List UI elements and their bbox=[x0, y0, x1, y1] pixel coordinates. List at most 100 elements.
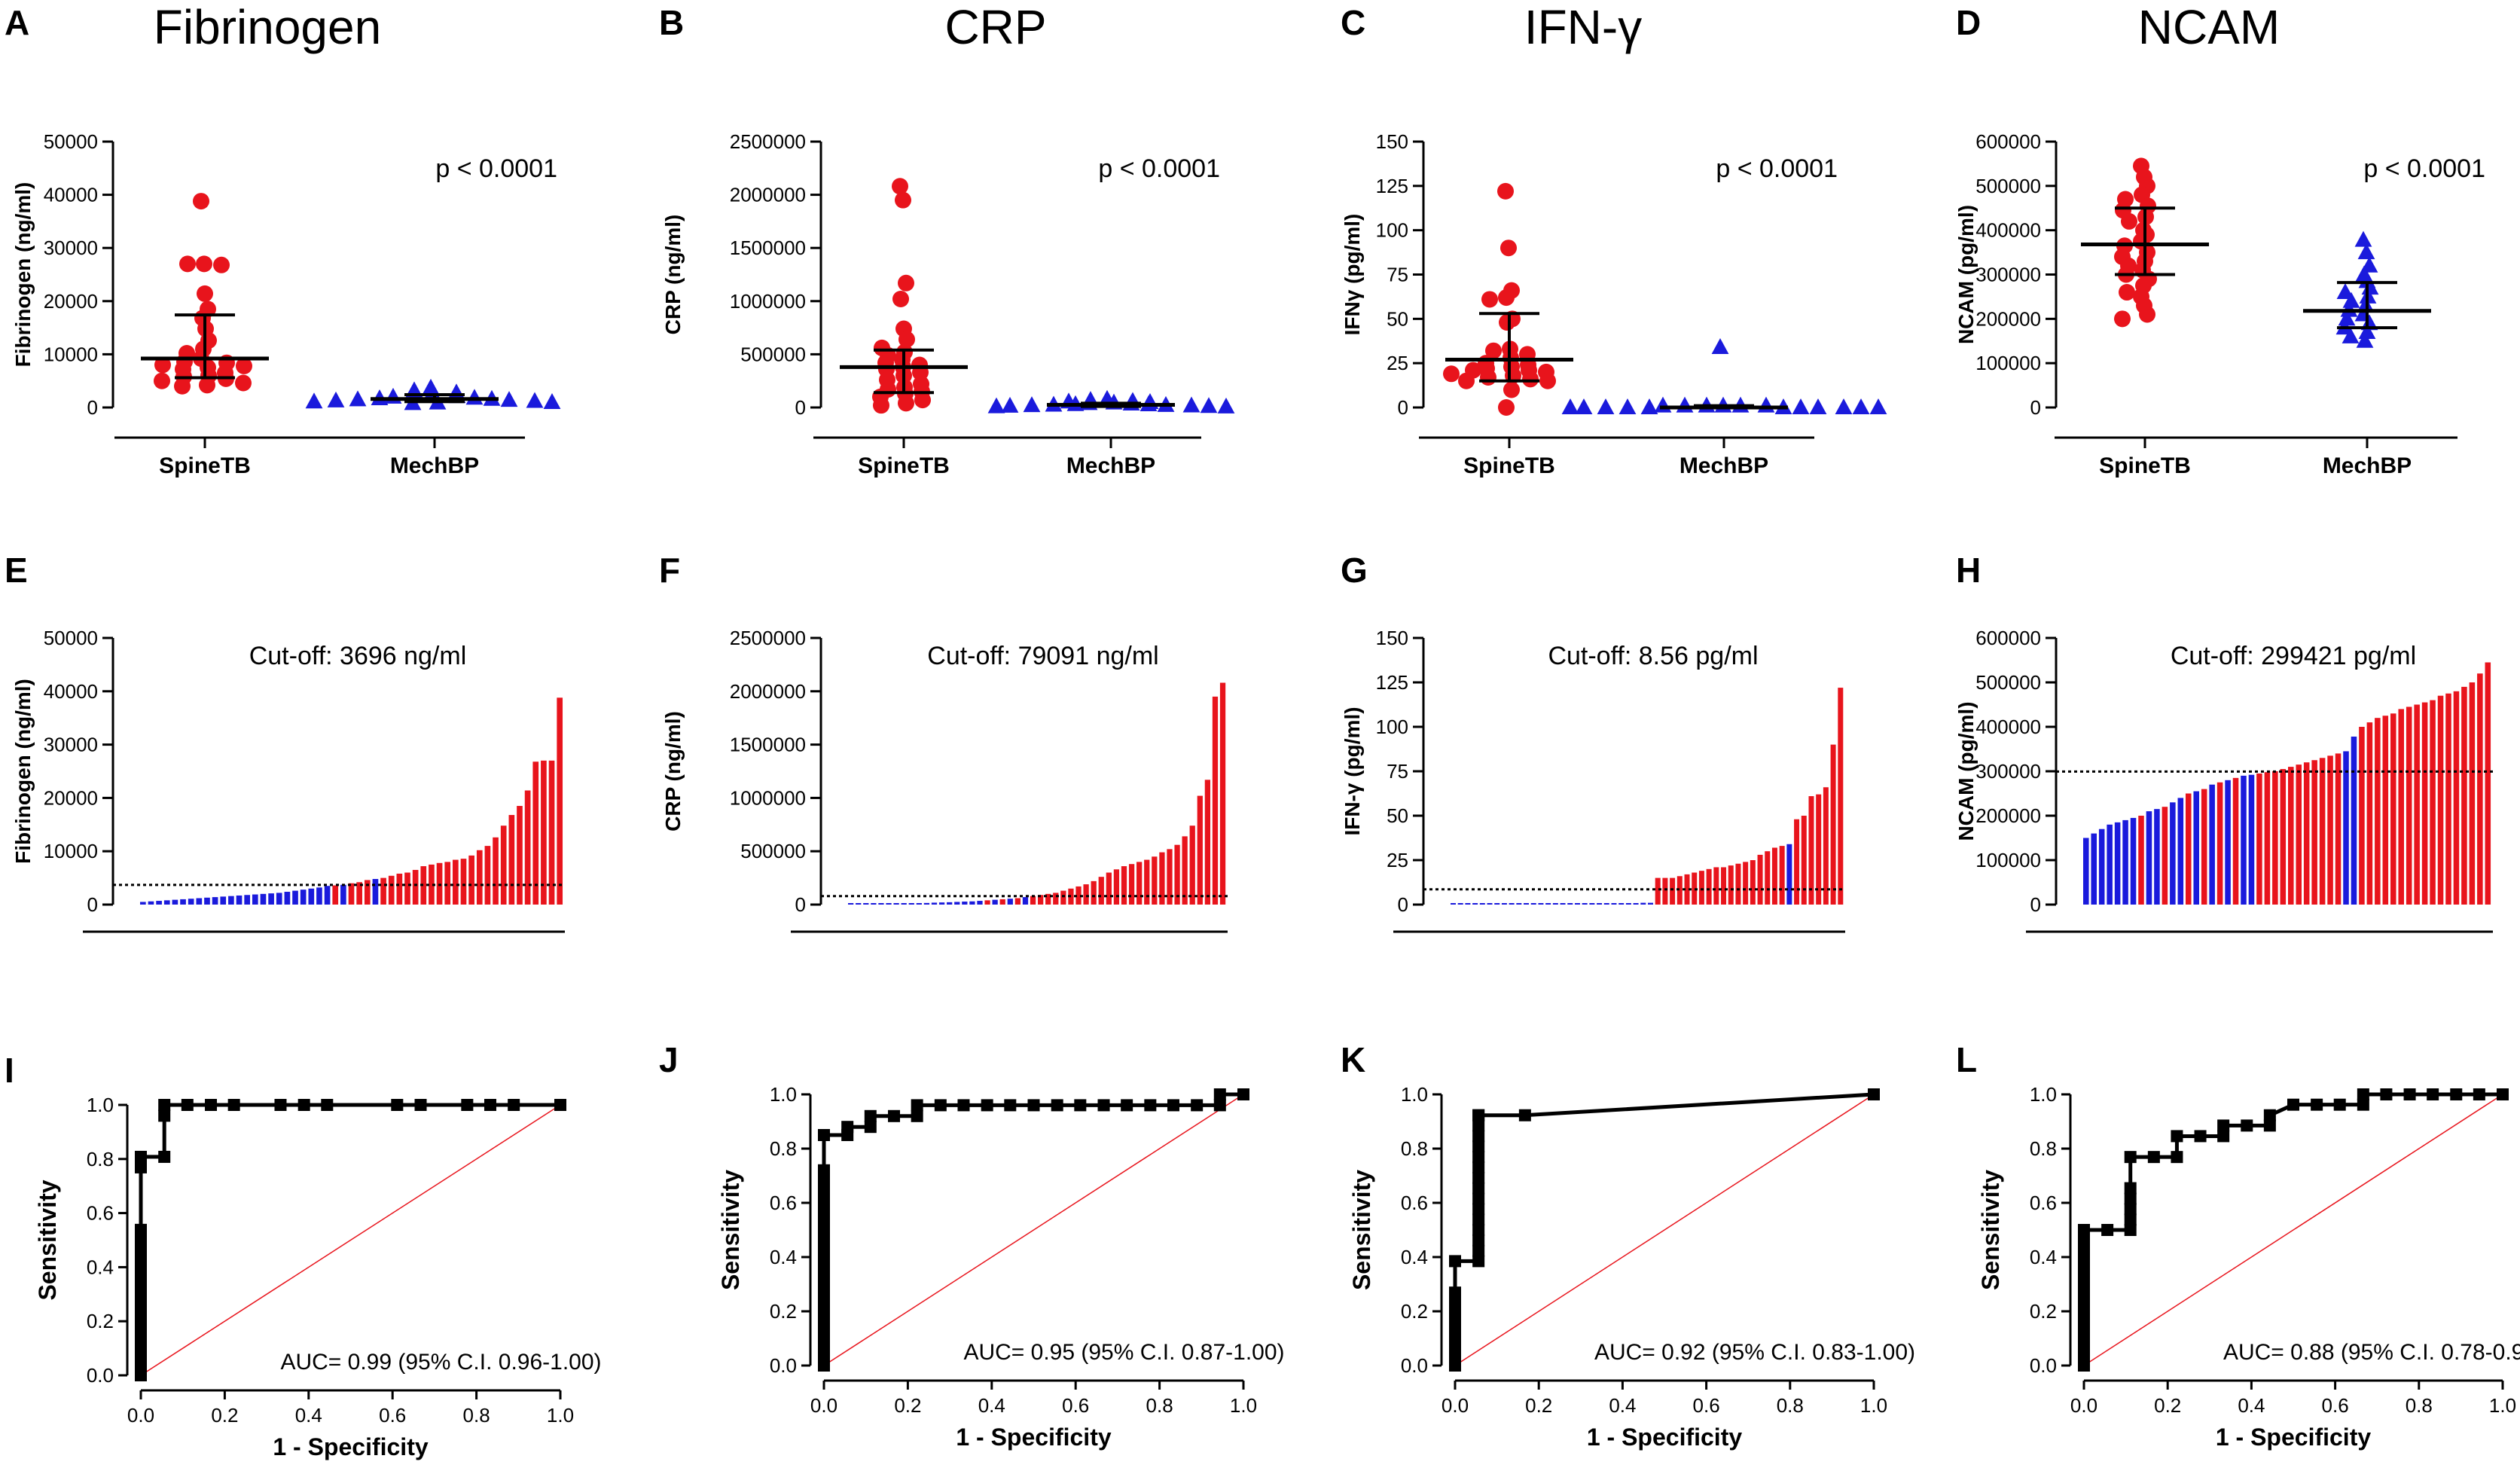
roc-point bbox=[2078, 1265, 2090, 1278]
x-tick-label: 0.6 bbox=[1062, 1394, 1089, 1417]
roc-point bbox=[135, 1286, 147, 1298]
category-label: MechBP bbox=[1066, 453, 1155, 478]
bar-mechbp bbox=[163, 900, 170, 905]
roc-point bbox=[135, 1317, 147, 1330]
data-point-spinetb bbox=[895, 191, 911, 209]
data-point-spinetb bbox=[892, 178, 908, 195]
bar-spinetb bbox=[2382, 716, 2389, 905]
data-point-mechbp bbox=[1676, 396, 1694, 413]
data-point-spinetb bbox=[174, 377, 191, 395]
bar-mechbp bbox=[1545, 903, 1551, 905]
bar-spinetb bbox=[1743, 862, 1749, 905]
y-tick-label: 0.8 bbox=[1401, 1137, 1428, 1160]
bar-spinetb bbox=[2264, 772, 2271, 905]
data-point-mechbp bbox=[2340, 301, 2358, 317]
bar-mechbp bbox=[2343, 751, 2349, 905]
bar-spinetb bbox=[493, 837, 499, 905]
bar-mechbp bbox=[2193, 791, 2199, 905]
y-axis-label: CRP (ng/ml) bbox=[661, 711, 685, 832]
bar-mechbp bbox=[236, 895, 243, 905]
x-tick-label: 1.0 bbox=[547, 1404, 574, 1427]
bar-spinetb bbox=[1038, 895, 1044, 905]
data-point-mechbp bbox=[1618, 398, 1637, 414]
data-point-mechbp bbox=[2342, 291, 2360, 308]
x-tick-label: 0.6 bbox=[379, 1404, 406, 1427]
roc-point bbox=[135, 1265, 147, 1277]
bar-spinetb bbox=[1174, 844, 1180, 905]
data-point-mechbp bbox=[2357, 243, 2375, 260]
roc-point bbox=[1144, 1099, 1157, 1112]
y-tick-label: 0 bbox=[1398, 893, 1408, 916]
bar-mechbp bbox=[908, 903, 914, 905]
bar-spinetb bbox=[1816, 794, 1822, 905]
bar-mechbp bbox=[2154, 809, 2160, 905]
bar-spinetb bbox=[2327, 755, 2333, 905]
data-point-spinetb bbox=[1458, 372, 1475, 389]
bar-mechbp bbox=[1574, 903, 1580, 905]
roc-point bbox=[957, 1099, 970, 1112]
roc-point bbox=[2078, 1349, 2090, 1362]
data-point-spinetb bbox=[898, 274, 914, 291]
bar-spinetb bbox=[1794, 819, 1800, 905]
roc-point bbox=[1518, 1109, 1531, 1121]
bar-spinetb bbox=[2335, 753, 2342, 905]
panel-letter: K bbox=[1341, 1040, 1365, 1079]
roc-point bbox=[1472, 1119, 1485, 1132]
roc-point bbox=[1472, 1234, 1485, 1247]
bar-mechbp bbox=[284, 892, 291, 905]
bar-spinetb bbox=[1197, 795, 1203, 905]
data-point-mechbp bbox=[2338, 310, 2356, 326]
data-point-mechbp bbox=[1869, 398, 1887, 414]
bar-mechbp bbox=[901, 903, 907, 905]
roc-point bbox=[2311, 1098, 2323, 1111]
panel-d-scatter: D NCAM NCAM (pg/ml) 0 100000 200000 300000 4000… bbox=[1954, 0, 2485, 478]
data-point-mechbp bbox=[1023, 396, 1041, 413]
x-tick-label: 1.0 bbox=[1860, 1394, 1887, 1417]
y-tick-label: 10000 bbox=[44, 840, 98, 862]
bar-spinetb bbox=[1121, 866, 1127, 905]
data-point-spinetb bbox=[914, 392, 931, 409]
y-tick-label: 30000 bbox=[44, 734, 98, 756]
roc-point bbox=[2147, 1151, 2160, 1164]
bar-spinetb bbox=[1136, 862, 1143, 905]
roc-point bbox=[2124, 1213, 2137, 1226]
data-point-spinetb bbox=[1500, 240, 1517, 257]
bar-mechbp bbox=[156, 901, 162, 905]
data-point-spinetb bbox=[873, 397, 889, 414]
panel-letter: A bbox=[5, 3, 29, 42]
bar-spinetb bbox=[348, 883, 355, 905]
y-tick-label: 0.6 bbox=[1401, 1192, 1428, 1214]
roc-point bbox=[2078, 1317, 2090, 1330]
bar-mechbp bbox=[1509, 903, 1515, 905]
y-tick-label: 1.0 bbox=[770, 1083, 797, 1106]
roc-point bbox=[2171, 1151, 2183, 1164]
y-tick-label: 0.6 bbox=[87, 1202, 114, 1225]
bar-spinetb bbox=[1765, 851, 1771, 905]
data-point-mechbp bbox=[2342, 327, 2360, 343]
data-point-spinetb bbox=[236, 357, 252, 374]
bar-spinetb bbox=[460, 859, 467, 905]
data-point-spinetb bbox=[1522, 371, 1539, 388]
bar-spinetb bbox=[2477, 673, 2483, 905]
data-point-spinetb bbox=[154, 372, 170, 389]
y-tick-label: 300000 bbox=[1975, 760, 2041, 783]
category-label: MechBP bbox=[2323, 453, 2412, 478]
y-tick-label: 0.4 bbox=[1401, 1246, 1428, 1268]
roc-point bbox=[2078, 1255, 2090, 1268]
bar-mechbp bbox=[1582, 903, 1588, 905]
y-tick-label: 0.0 bbox=[770, 1354, 797, 1377]
bar-mechbp bbox=[2351, 736, 2357, 905]
roc-point bbox=[135, 1275, 147, 1288]
roc-point bbox=[2263, 1109, 2276, 1121]
roc-point bbox=[2241, 1119, 2253, 1132]
bar-spinetb bbox=[1662, 877, 1668, 905]
roc-point bbox=[274, 1099, 287, 1111]
roc-point bbox=[135, 1307, 147, 1320]
bar-mechbp bbox=[2225, 780, 2231, 905]
bar-spinetb bbox=[2414, 704, 2420, 905]
roc-point bbox=[818, 1338, 830, 1350]
x-tick-label: 0.2 bbox=[894, 1394, 921, 1417]
panel-f-waterfall: F CRP (ng/ml) 0 500000 1000000 1500000 2000000… bbox=[659, 551, 1228, 933]
roc-point bbox=[818, 1294, 830, 1307]
bar-spinetb bbox=[2390, 713, 2396, 905]
